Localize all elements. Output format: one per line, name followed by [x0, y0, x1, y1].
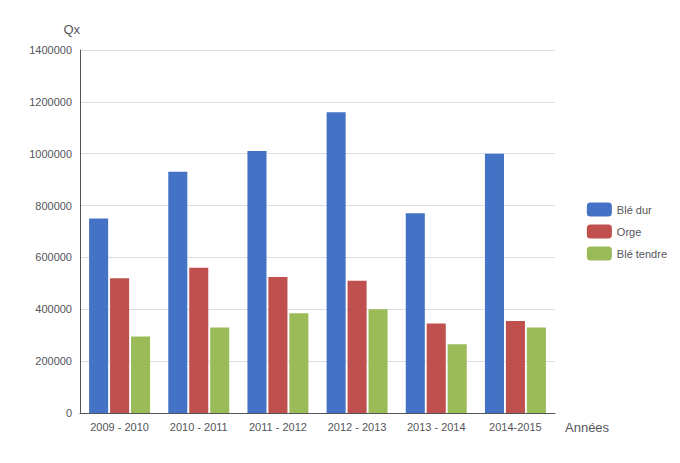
- svg-text:400000: 400000: [35, 303, 72, 315]
- svg-text:2010 - 2011: 2010 - 2011: [170, 421, 228, 433]
- svg-text:1000000: 1000000: [29, 148, 72, 160]
- svg-text:600000: 600000: [35, 251, 72, 263]
- svg-text:1200000: 1200000: [29, 96, 72, 108]
- svg-text:Blé tendre: Blé tendre: [617, 248, 667, 260]
- svg-text:2013 - 2014: 2013 - 2014: [407, 421, 466, 433]
- svg-text:2012 - 2013: 2012 - 2013: [328, 421, 387, 433]
- svg-text:Qx: Qx: [63, 22, 80, 37]
- svg-text:2009 - 2010: 2009 - 2010: [90, 421, 149, 433]
- svg-text:Orge: Orge: [617, 226, 641, 238]
- svg-text:Années: Années: [565, 420, 610, 435]
- svg-text:Blé dur: Blé dur: [617, 204, 652, 216]
- svg-text:200000: 200000: [35, 355, 72, 367]
- svg-text:1400000: 1400000: [29, 44, 72, 56]
- svg-text:2014-2015: 2014-2015: [489, 421, 542, 433]
- svg-text:2011 - 2012: 2011 - 2012: [249, 421, 307, 433]
- svg-text:800000: 800000: [35, 200, 72, 212]
- svg-text:0: 0: [66, 407, 72, 419]
